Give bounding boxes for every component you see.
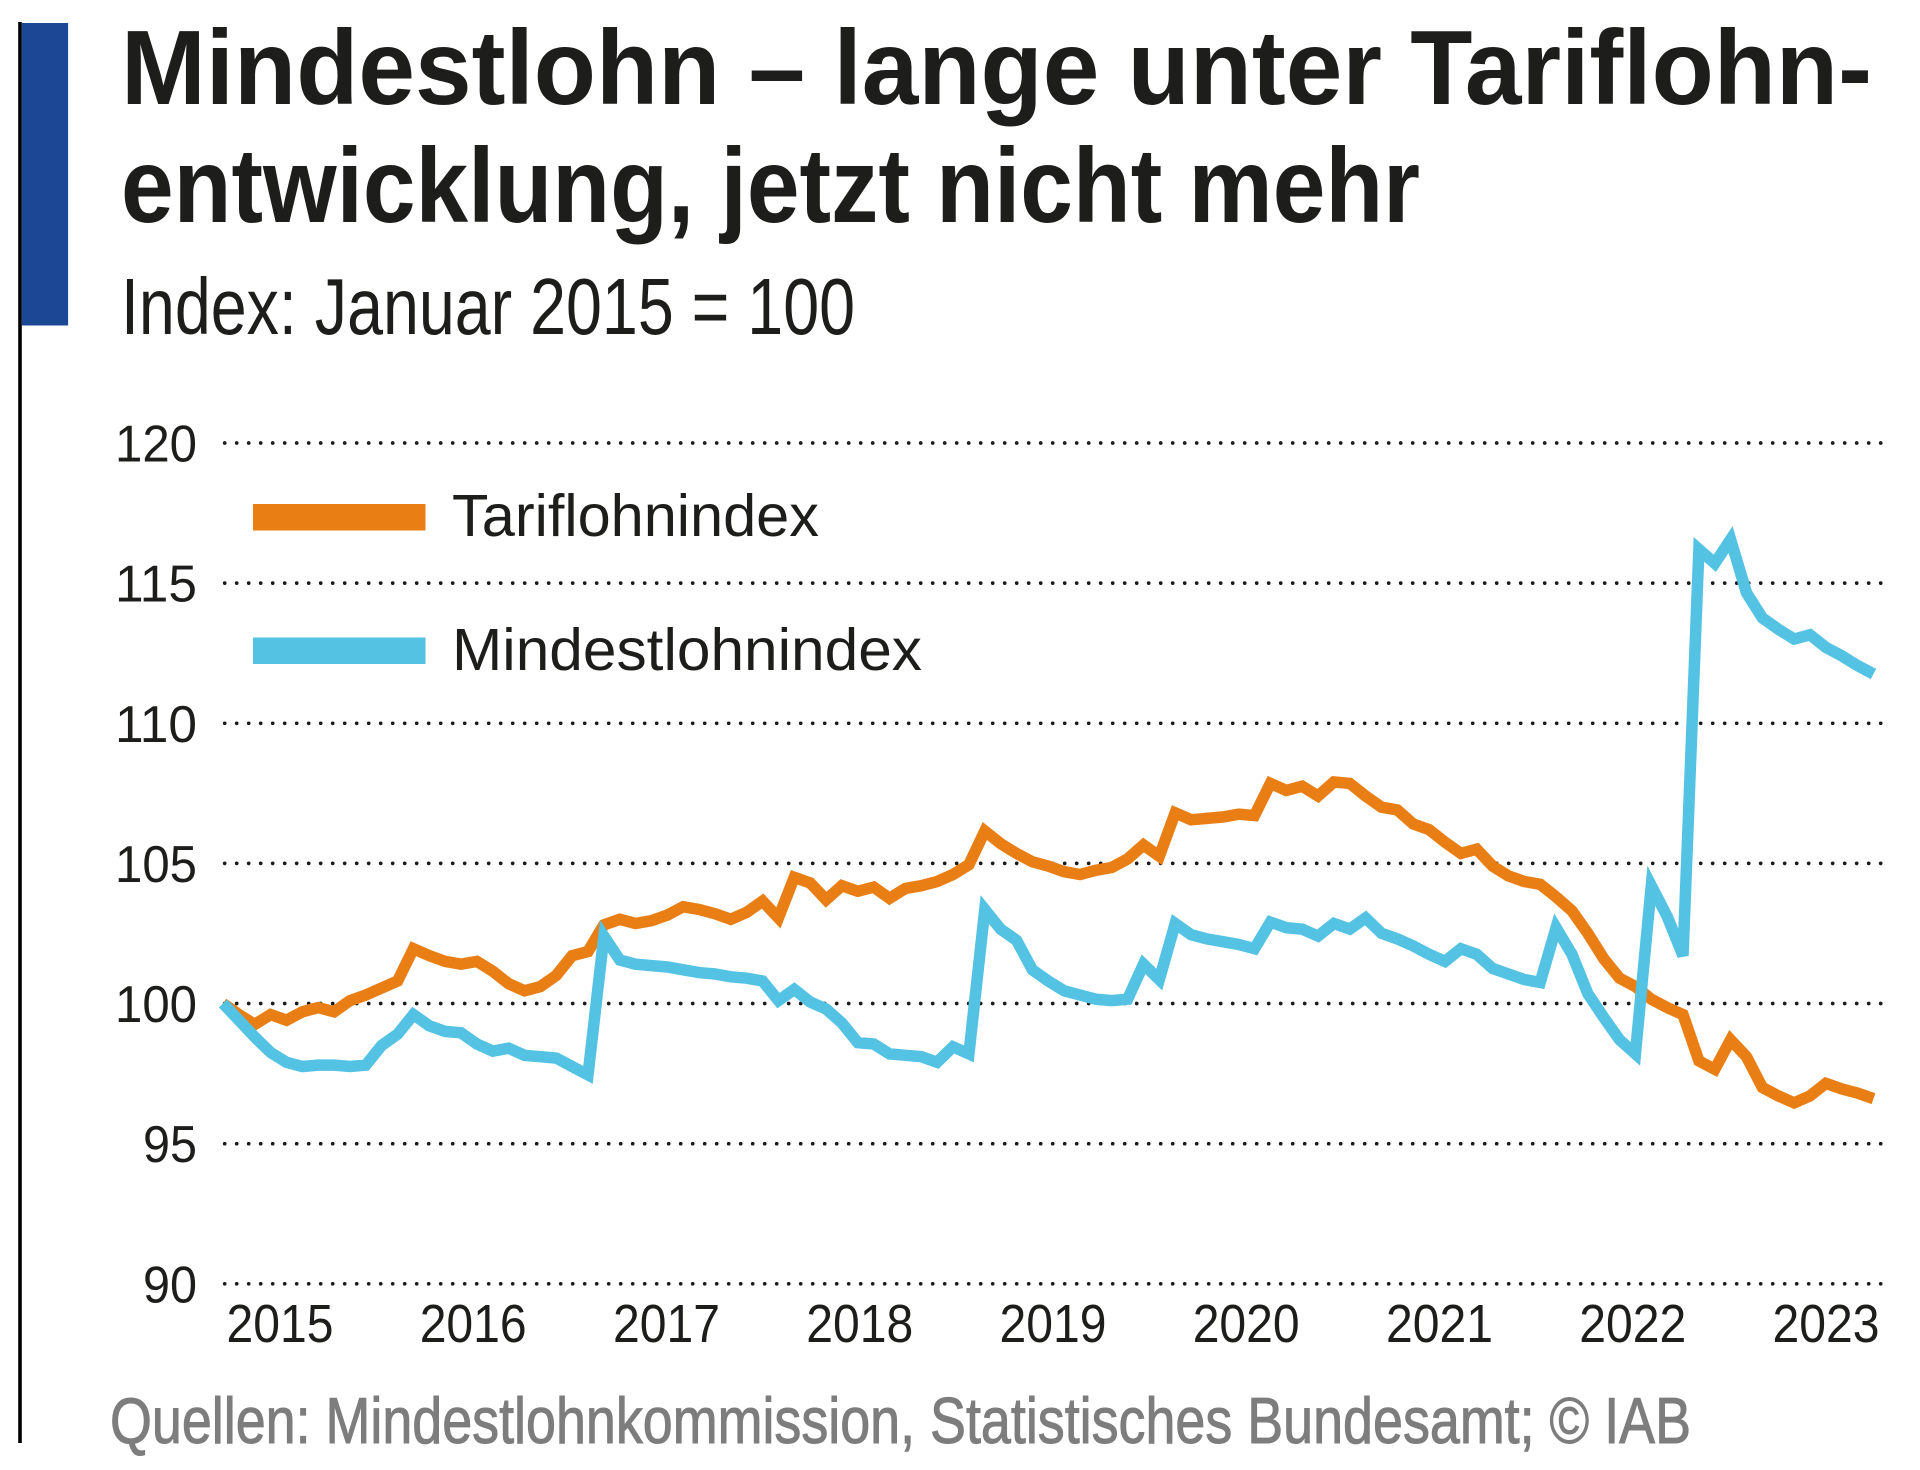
svg-text:110: 110 — [115, 696, 197, 754]
svg-text:100: 100 — [115, 976, 197, 1034]
svg-text:115: 115 — [115, 556, 197, 614]
svg-text:2022: 2022 — [1579, 1294, 1686, 1354]
svg-text:entwicklung, jetzt nicht mehr: entwicklung, jetzt nicht mehr — [121, 127, 1420, 245]
svg-text:Mindestlohnindex: Mindestlohnindex — [452, 617, 922, 683]
svg-text:105: 105 — [115, 836, 197, 894]
svg-text:120: 120 — [115, 416, 197, 474]
svg-text:2021: 2021 — [1386, 1294, 1493, 1354]
svg-text:Quellen: Mindestlohnkommission: Quellen: Mindestlohnkommission, Statisti… — [110, 1384, 1691, 1457]
svg-text:Tariflohnindex: Tariflohnindex — [452, 483, 819, 549]
svg-text:2018: 2018 — [806, 1294, 913, 1354]
svg-text:2016: 2016 — [420, 1294, 527, 1354]
svg-text:2023: 2023 — [1773, 1294, 1880, 1354]
svg-text:95: 95 — [143, 1116, 197, 1174]
svg-text:Mindestlohn – lange unter Tari: Mindestlohn – lange unter Tariflohn- — [121, 9, 1872, 127]
svg-text:Index: Januar 2015 = 100: Index: Januar 2015 = 100 — [121, 262, 855, 351]
svg-text:90: 90 — [143, 1256, 197, 1314]
svg-text:2020: 2020 — [1193, 1294, 1300, 1354]
svg-text:2019: 2019 — [1000, 1294, 1107, 1354]
svg-text:2015: 2015 — [227, 1294, 334, 1354]
svg-text:2017: 2017 — [613, 1294, 720, 1354]
